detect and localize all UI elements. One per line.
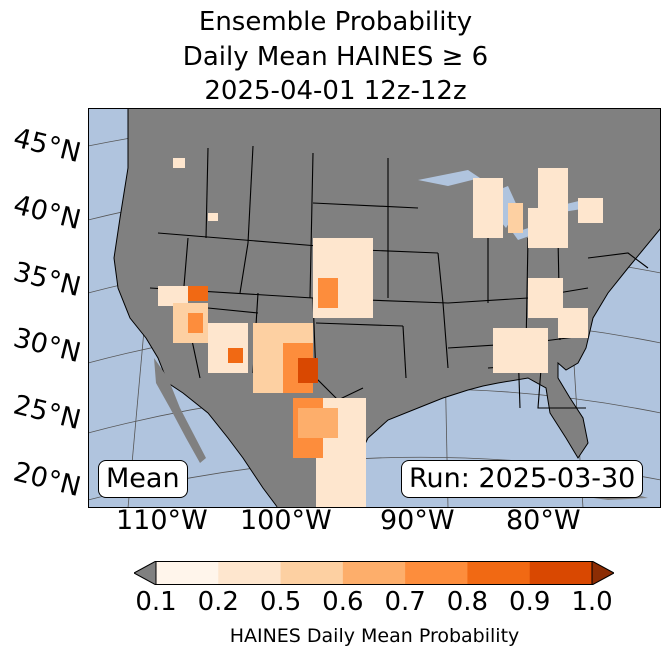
lat-label-40: 40°N	[10, 189, 84, 237]
colorbar-under-triangle	[134, 561, 157, 585]
colorbar-segment	[405, 561, 468, 585]
colorbar-tick-label: 0.5	[259, 587, 302, 617]
lat-label-35: 35°N	[10, 256, 84, 304]
lat-label-25: 25°N	[10, 389, 84, 437]
lon-label-110: 110°W	[116, 505, 208, 536]
lon-label-100: 100°W	[240, 505, 332, 536]
colorbar-segment	[529, 561, 593, 585]
colorbar	[134, 561, 614, 585]
colorbar-over-triangle	[591, 561, 614, 585]
lon-label-90: 90°W	[380, 505, 455, 536]
map-frame	[88, 108, 661, 508]
colorbar-tick-label: 0.1	[135, 587, 177, 617]
colorbar-label: HAINES Daily Mean Probability	[229, 625, 520, 647]
run-box: Run: 2025-03-30	[401, 460, 644, 498]
lat-label-30: 30°N	[10, 322, 84, 370]
baja-california	[154, 358, 206, 463]
colorbar-tick-label: 0.8	[446, 587, 489, 617]
lat-label-45: 45°N	[10, 122, 84, 170]
land	[113, 108, 661, 508]
title-line-2: Daily Mean HAINES ≥ 6	[182, 42, 489, 72]
lon-label-80: 80°W	[506, 505, 581, 536]
colorbar-tick-label: 0.9	[509, 587, 551, 617]
colorbar-tick-label: 0.2	[197, 587, 239, 617]
mean-box: Mean	[98, 460, 188, 498]
probability-overlay	[158, 158, 603, 508]
colorbar-segment	[342, 561, 406, 585]
colorbar-tick-label: 0.7	[384, 587, 426, 617]
lat-label-20: 20°N	[10, 456, 84, 504]
colorbar-segment	[467, 561, 531, 585]
colorbar-tick-label: 1.0	[571, 587, 613, 617]
title-line-3: 2025-04-01 12z-12z	[204, 76, 467, 106]
colorbar-frame	[155, 561, 593, 585]
colorbar-segment	[280, 561, 344, 585]
probability-map	[88, 108, 661, 508]
colorbar-segment	[218, 561, 282, 585]
colorbar-tick-label: 0.6	[322, 587, 364, 617]
title-line-1: Ensemble Probability	[198, 7, 473, 37]
colorbar-segment	[156, 561, 219, 585]
